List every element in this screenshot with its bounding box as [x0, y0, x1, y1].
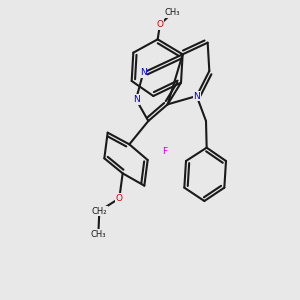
Text: N: N: [140, 68, 147, 77]
Text: F: F: [162, 146, 167, 155]
Text: N: N: [133, 95, 140, 104]
Text: CH₃: CH₃: [165, 8, 180, 17]
Text: CH₃: CH₃: [91, 230, 106, 239]
Text: N: N: [193, 92, 200, 100]
Text: O: O: [157, 20, 164, 29]
Text: O: O: [116, 194, 123, 203]
Text: CH₂: CH₂: [92, 206, 107, 215]
